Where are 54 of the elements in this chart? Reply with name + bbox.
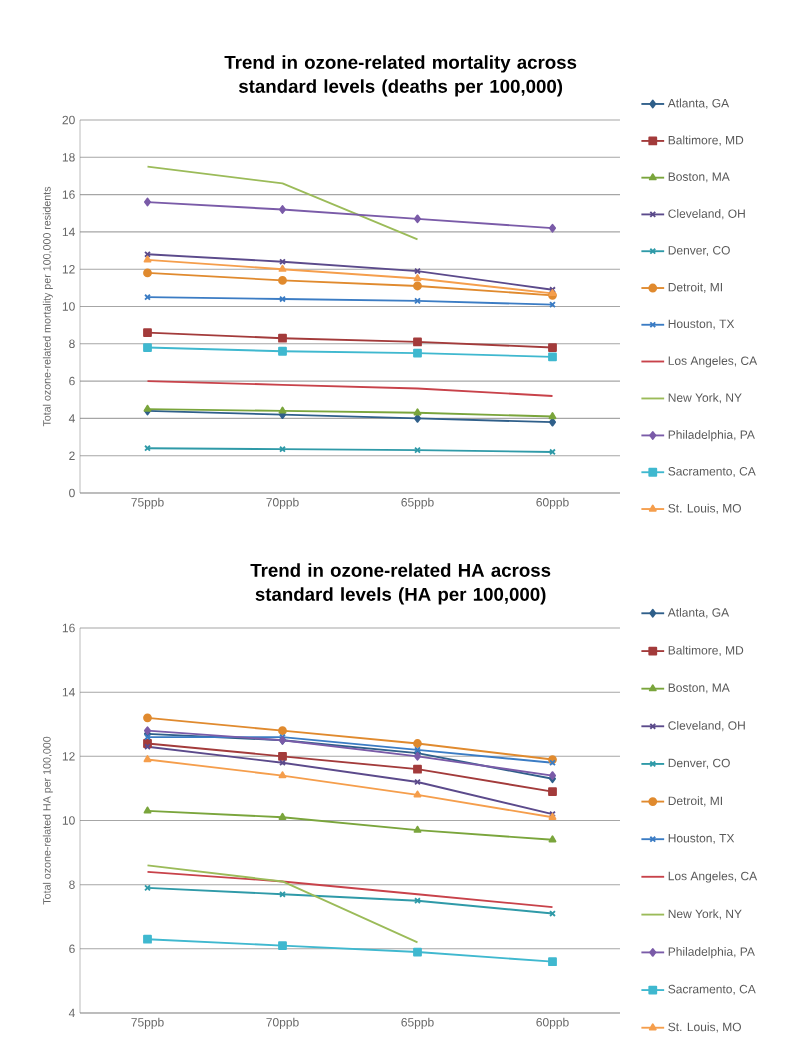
y-tick-label: 16 <box>62 623 75 633</box>
y-tick-label: 4 <box>68 1008 75 1018</box>
y-tick-label: 8 <box>69 339 75 349</box>
legend-label: Los Angeles, CA <box>668 356 758 368</box>
chart-title: Trend in ozone-related HA across standard levels (HA per 100,000) <box>250 563 551 605</box>
legend-label: Sacramento, CA <box>668 467 756 477</box>
legend-label: Philadelphia, PA <box>668 947 755 959</box>
legend-label: St. Louis, MO <box>668 503 741 514</box>
y-axis-title: Total ozone-related HA per 100,000 <box>42 736 53 905</box>
y-tick-label: 8 <box>69 880 75 889</box>
x-tick-label: 75ppb <box>131 497 164 509</box>
y-tick-label: 6 <box>69 376 75 386</box>
y-tick-label: 12 <box>62 752 75 761</box>
legend-label: Houston, TX <box>668 319 735 330</box>
x-tick-label: 60ppb <box>536 497 569 509</box>
legend-label: Houston, TX <box>668 834 735 844</box>
legend-label: Denver, CO <box>668 758 730 769</box>
legend-label: Boston, MA <box>668 172 730 183</box>
y-tick-label: 16 <box>62 190 75 199</box>
legend-label: Cleveland, OH <box>668 209 745 220</box>
legend-label: St. Louis, MO <box>668 1022 741 1033</box>
x-tick-label: 65ppb <box>401 497 434 509</box>
y-tick-label: 12 <box>62 265 75 274</box>
x-tick-label: 65ppb <box>401 1017 434 1029</box>
legend-label: Cleveland, OH <box>668 720 745 732</box>
legend-label: Denver, CO <box>668 246 730 256</box>
legend-label: Sacramento, CA <box>668 984 756 995</box>
y-tick-label: 18 <box>62 153 75 162</box>
y-tick-label: 6 <box>69 944 75 954</box>
legend-label: Los Angeles, CA <box>668 871 758 883</box>
y-tick-label: 14 <box>62 227 75 237</box>
legend-label: Philadelphia, PA <box>668 430 755 442</box>
legend-label: Detroit, MI <box>668 282 722 293</box>
legend-label: Detroit, MI <box>668 796 722 807</box>
y-tick-label: 20 <box>62 115 75 125</box>
x-tick-label: 70ppb <box>266 497 299 509</box>
y-tick-label: 10 <box>62 816 75 825</box>
y-tick-label: 0 <box>69 488 75 498</box>
legend-label: Baltimore, MD <box>668 135 744 146</box>
y-tick-label: 4 <box>68 414 75 423</box>
legend-label: Atlanta, GA <box>667 607 730 619</box>
legend-label: Boston, MA <box>668 683 730 694</box>
y-tick-label: 14 <box>62 688 75 697</box>
x-tick-label: 70ppb <box>266 1017 299 1029</box>
legend-label: New York, NY <box>668 393 742 404</box>
y-axis-title: Total ozone-related mortality per 100,000 residents <box>42 186 53 427</box>
y-tick-label: 10 <box>62 302 75 311</box>
y-tick-label: 2 <box>69 451 75 460</box>
legend-label: Baltimore, MD <box>668 645 744 656</box>
x-tick-label: 60ppb <box>536 1017 569 1029</box>
x-tick-label: 75ppb <box>131 1017 164 1029</box>
legend-label: New York, NY <box>668 909 742 920</box>
legend-label: Atlanta, GA <box>667 98 730 109</box>
chart-title: Trend in ozone-related mortality across standard levels (deaths per 100,000) <box>224 55 577 97</box>
